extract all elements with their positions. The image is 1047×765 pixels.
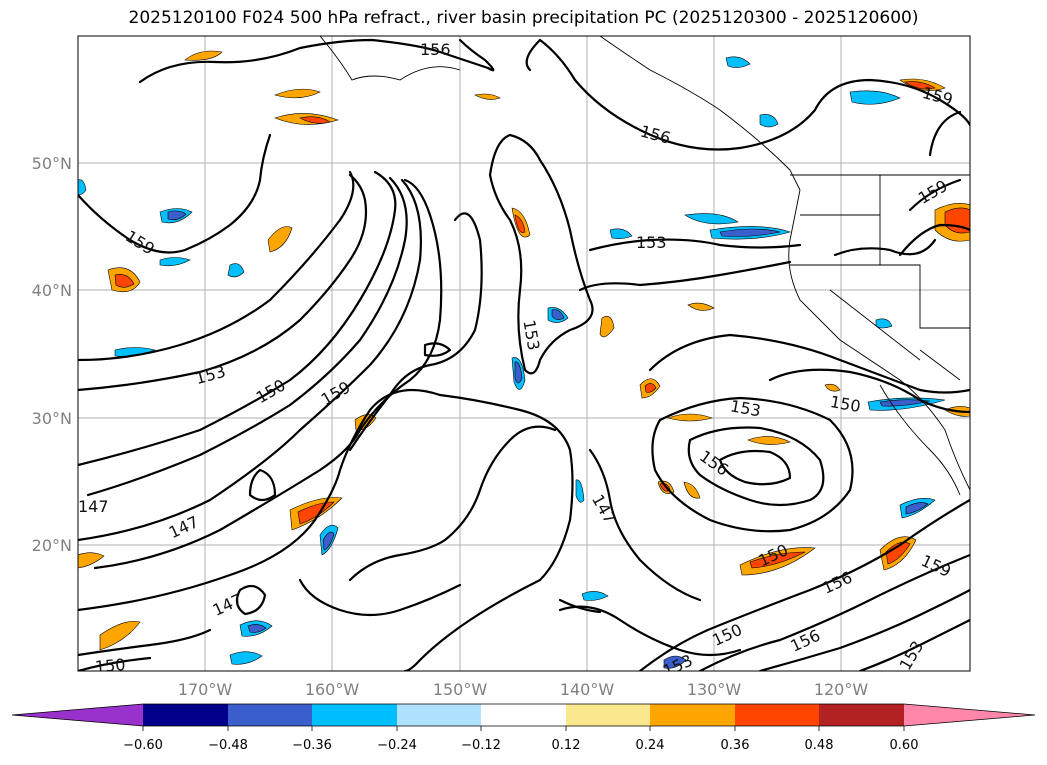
colorbar-segment xyxy=(312,704,397,726)
colorbar-segment xyxy=(735,704,819,726)
lon-label: 150°W xyxy=(433,680,488,699)
lon-label: 140°W xyxy=(560,680,615,699)
colorbar-tick-label: −0.12 xyxy=(461,738,501,753)
colorbar-tick-label: −0.36 xyxy=(292,738,332,753)
coastlines xyxy=(319,36,970,496)
colorbar-tick-label: 0.60 xyxy=(890,738,919,753)
lon-label: 170°W xyxy=(178,680,233,699)
colorbar-tick-label: 0.24 xyxy=(636,738,665,753)
contour-label: 153 xyxy=(636,233,667,252)
colorbar-tick-label: 0.12 xyxy=(552,738,581,753)
contour-label: 156 xyxy=(420,40,451,59)
colorbar-segment xyxy=(228,704,312,726)
colorbar-segment xyxy=(650,704,735,726)
lat-label: 30°N xyxy=(32,409,72,428)
colorbar-segment xyxy=(566,704,650,726)
lon-label: 130°W xyxy=(687,680,742,699)
colorbar-segment xyxy=(12,704,143,726)
colorbar-tick-label: −0.24 xyxy=(377,738,417,753)
contour-label: 147 xyxy=(78,497,109,516)
colorbar-segment xyxy=(904,704,1035,726)
colorbar-tick-label: 0.48 xyxy=(805,738,834,753)
colorbar-tick-label: 0.36 xyxy=(721,738,750,753)
colorbar-segment xyxy=(819,704,904,726)
colorbar-segment xyxy=(397,704,481,726)
lon-label: 120°W xyxy=(814,680,869,699)
contour-label: 150 xyxy=(94,655,126,677)
colorbar-tick-label: −0.60 xyxy=(123,738,163,753)
latitude-axis: 50°N 40°N 30°N 20°N xyxy=(32,154,72,555)
lat-label: 50°N xyxy=(32,154,72,173)
colorbar-tick-label: −0.48 xyxy=(208,738,248,753)
longitude-axis: 170°W 160°W 150°W 140°W 130°W 120°W xyxy=(178,680,869,699)
map-title: 2025120100 F024 500 hPa refract., river … xyxy=(128,8,919,28)
graticule xyxy=(78,36,970,671)
colorbar-segment xyxy=(143,704,228,726)
map-frame xyxy=(77,35,971,672)
precipitation-shading xyxy=(78,50,970,669)
contours xyxy=(78,38,970,671)
colorbar: −0.60 −0.48 −0.36 −0.24 −0.12 0.12 0.24 … xyxy=(11,703,1036,753)
lat-label: 20°N xyxy=(32,536,72,555)
lat-label: 40°N xyxy=(32,281,72,300)
colorbar-segment xyxy=(481,704,566,726)
lon-label: 160°W xyxy=(305,680,360,699)
